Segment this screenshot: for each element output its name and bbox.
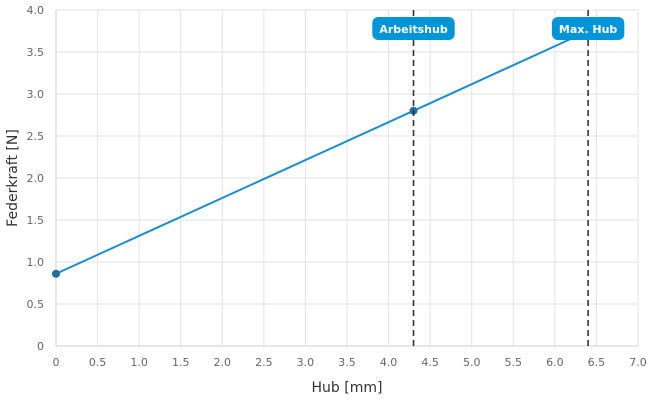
axes	[55, 10, 638, 347]
series-layer	[52, 30, 589, 278]
x-tick-label: 1.0	[130, 356, 148, 369]
x-tick-label: 4.5	[421, 356, 439, 369]
x-tick-label: 7.0	[629, 356, 647, 369]
x-tick-label: 4.0	[380, 356, 398, 369]
x-tick-label: 0	[53, 356, 60, 369]
x-axis-title: Hub [mm]	[312, 380, 383, 396]
x-tick-label: 1.5	[172, 356, 190, 369]
marker-label-text: Max. Hub	[559, 23, 618, 36]
x-tick-label: 6.5	[588, 356, 606, 369]
marker-label-box	[551, 17, 625, 40]
x-tick-label: 5.0	[463, 356, 481, 369]
grid	[56, 9, 639, 346]
y-tick-label: 0	[37, 340, 44, 353]
marker-label: Max. Hub	[551, 17, 625, 40]
x-tick-label: 2.5	[255, 356, 273, 369]
y-tick-label: 0.5	[27, 298, 45, 311]
y-axis-title: Federkraft [N]	[5, 129, 21, 227]
marker-layer: Arbeitshub Max. Hub	[372, 10, 625, 346]
x-tick-label: 3.0	[297, 356, 315, 369]
x-tick-label: 0.5	[89, 356, 107, 369]
y-tick-label: 2.5	[27, 130, 45, 143]
marker-label-box	[372, 17, 455, 40]
y-tick-label: 1.0	[27, 256, 45, 269]
y-tick-label: 3.5	[27, 46, 45, 59]
y-tick-labels: 0 0.5 1.0 1.5 2.0 2.5 3.0 3.5 4.0	[27, 4, 45, 353]
series-line	[55, 30, 589, 275]
y-tick-label: 1.5	[27, 214, 45, 227]
y-tick-label: 3.0	[27, 88, 45, 101]
data-point	[52, 269, 60, 278]
marker-label-text: Arbeitshub	[379, 23, 448, 36]
x-tick-label: 6.0	[546, 356, 564, 369]
y-tick-label: 2.0	[27, 172, 45, 185]
x-tick-labels: 0 0.5 1.0 1.5 2.0 2.5 3.0 3.5 4.0 4.5 5.0 5.5 6.0 6.5…	[53, 356, 647, 369]
x-tick-label: 5.5	[505, 356, 523, 369]
x-tick-label: 2.0	[214, 356, 232, 369]
marker-label: Arbeitshub	[372, 17, 455, 40]
x-tick-label: 3.5	[338, 356, 356, 369]
y-tick-label: 4.0	[27, 4, 45, 17]
